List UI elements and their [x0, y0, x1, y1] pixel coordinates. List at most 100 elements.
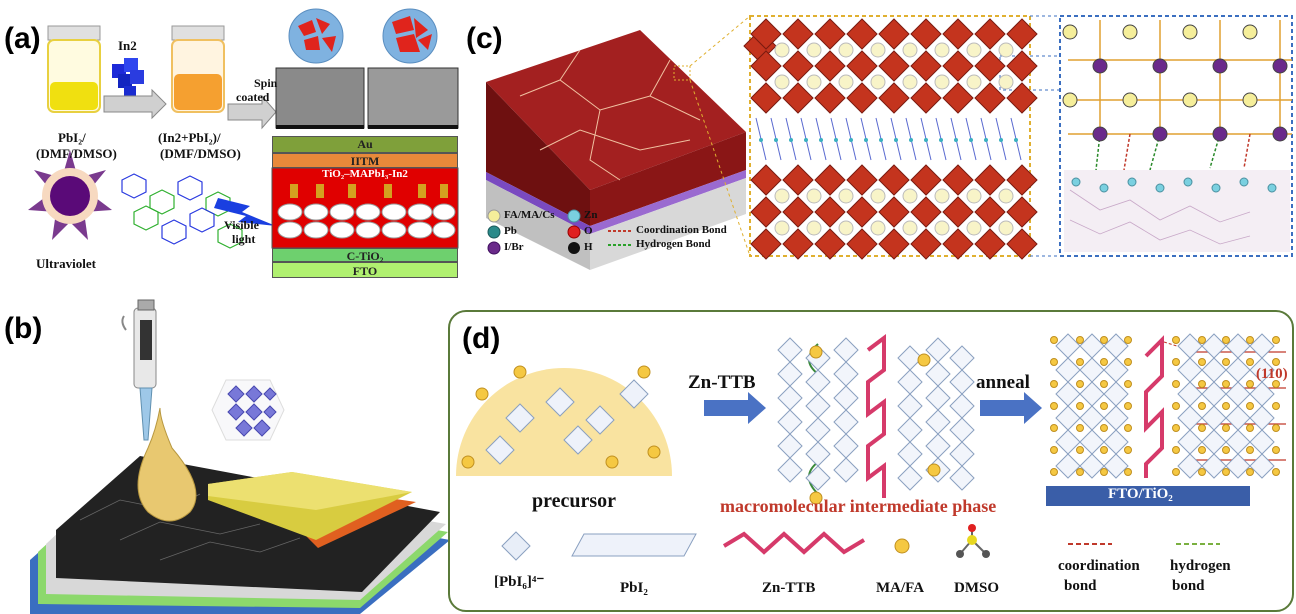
a-site-sphere	[902, 74, 918, 90]
interface-zn-atom	[1239, 177, 1249, 187]
precursor-solution	[456, 368, 672, 476]
intermediate-mafa	[927, 463, 941, 477]
final-mafa	[1272, 446, 1280, 454]
layer-fto: FTO	[272, 262, 458, 278]
a-site-sphere	[998, 42, 1014, 58]
octahedron	[814, 18, 846, 50]
a-site-sphere	[806, 74, 822, 90]
final-mafa	[1076, 402, 1084, 410]
lattice-atom	[1152, 58, 1168, 74]
layer-iitm: IITM	[272, 153, 458, 168]
octahedron	[910, 18, 942, 50]
crystal-atoms	[750, 18, 1288, 260]
octahedron	[974, 228, 1006, 260]
ultraviolet-label: Ultraviolet	[36, 256, 96, 271]
final-mafa	[1100, 402, 1108, 410]
precursor-mafa	[647, 445, 661, 459]
lattice-octahedron	[1201, 453, 1227, 479]
lattice-octahedron	[833, 433, 859, 459]
final-mafa	[1172, 380, 1180, 388]
precursor-mafa	[605, 455, 619, 469]
precursor-label: precursor	[532, 490, 617, 512]
panel-label-a: (a)	[4, 22, 41, 55]
lattice-octahedron	[1249, 453, 1275, 479]
a-site-sphere	[870, 188, 886, 204]
lattice-atom	[1242, 92, 1258, 108]
panel-label-d: (d)	[462, 322, 501, 355]
octahedron	[846, 228, 878, 260]
legend-h: H	[584, 241, 593, 253]
lattice-octahedron	[777, 433, 803, 459]
film-circle-1	[288, 8, 344, 64]
vial2-label-2: (DMF/DMSO)	[160, 146, 241, 161]
final-mafa	[1246, 446, 1254, 454]
precursor-octahedron	[585, 405, 615, 435]
lattice-octahedron	[833, 361, 859, 387]
octahedron	[750, 18, 782, 50]
final-mafa	[1124, 358, 1132, 366]
in2-molecule-icon	[112, 58, 144, 96]
final-mafa	[1050, 358, 1058, 366]
lattice-octahedron	[805, 417, 831, 443]
legend-pbi2-icon	[571, 533, 697, 557]
final-mafa	[1100, 380, 1108, 388]
zn-ttb-chain-2	[1144, 335, 1164, 478]
octahedron	[750, 164, 782, 196]
lattice-octahedron	[1177, 333, 1203, 359]
precursor-mafa	[513, 365, 527, 379]
interface-zn-atom	[1183, 177, 1193, 187]
final-mafa	[1172, 424, 1180, 432]
final-mafa	[1100, 468, 1108, 476]
final-mafa	[1198, 446, 1206, 454]
final-mafa	[1222, 424, 1230, 432]
final-mafa	[1272, 424, 1280, 432]
final-mafa	[1198, 358, 1206, 366]
lattice-octahedron	[949, 441, 975, 467]
lattice-octahedron	[1055, 453, 1081, 479]
lattice-octahedron	[1055, 333, 1081, 359]
octahedron	[910, 50, 942, 82]
a-site-sphere	[870, 74, 886, 90]
final-mafa	[1076, 446, 1084, 454]
octahedron	[782, 228, 814, 260]
final-mafa	[1100, 424, 1108, 432]
lattice-atom	[1272, 58, 1288, 74]
lattice-atom	[1182, 24, 1198, 40]
lattice-octahedron	[805, 369, 831, 395]
final-mafa	[1198, 380, 1206, 388]
final-mafa	[1076, 380, 1084, 388]
a-site-sphere	[934, 74, 950, 90]
final-mafa	[1246, 402, 1254, 410]
lattice-atom	[1152, 126, 1168, 142]
final-mafa	[1222, 358, 1230, 366]
lattice-atom	[1212, 126, 1228, 142]
octahedron	[910, 82, 942, 114]
a-site-sphere	[774, 42, 790, 58]
octahedron	[942, 164, 974, 196]
octahedron	[910, 164, 942, 196]
zn-ttb-chain-1	[866, 334, 886, 498]
a-site-sphere	[870, 220, 886, 236]
final-mafa	[1050, 380, 1058, 388]
vial1-label-2: (DMF/DMSO)	[36, 146, 117, 161]
spin-label-1: Spin	[254, 76, 278, 90]
octahedron	[846, 164, 878, 196]
lattice-atom	[1122, 92, 1138, 108]
precursor-octahedron	[485, 435, 515, 465]
lattice-octahedron	[949, 465, 975, 491]
precursor-octahedron	[563, 425, 593, 455]
octahedron	[974, 50, 1006, 82]
final-mafa	[1124, 424, 1132, 432]
octahedron	[942, 228, 974, 260]
lattice-atom	[1242, 24, 1258, 40]
octahedron	[1006, 228, 1038, 260]
final-mafa	[1198, 468, 1206, 476]
interface-zn-atom	[1267, 183, 1277, 193]
a-site-sphere	[966, 188, 982, 204]
zn-atom	[894, 138, 898, 142]
vial1-label-1: PbI₂/	[58, 130, 86, 145]
final-mafa	[1076, 336, 1084, 344]
octahedron	[878, 228, 910, 260]
panel-label-c: (c)	[466, 22, 503, 55]
final-mafa	[1050, 446, 1058, 454]
